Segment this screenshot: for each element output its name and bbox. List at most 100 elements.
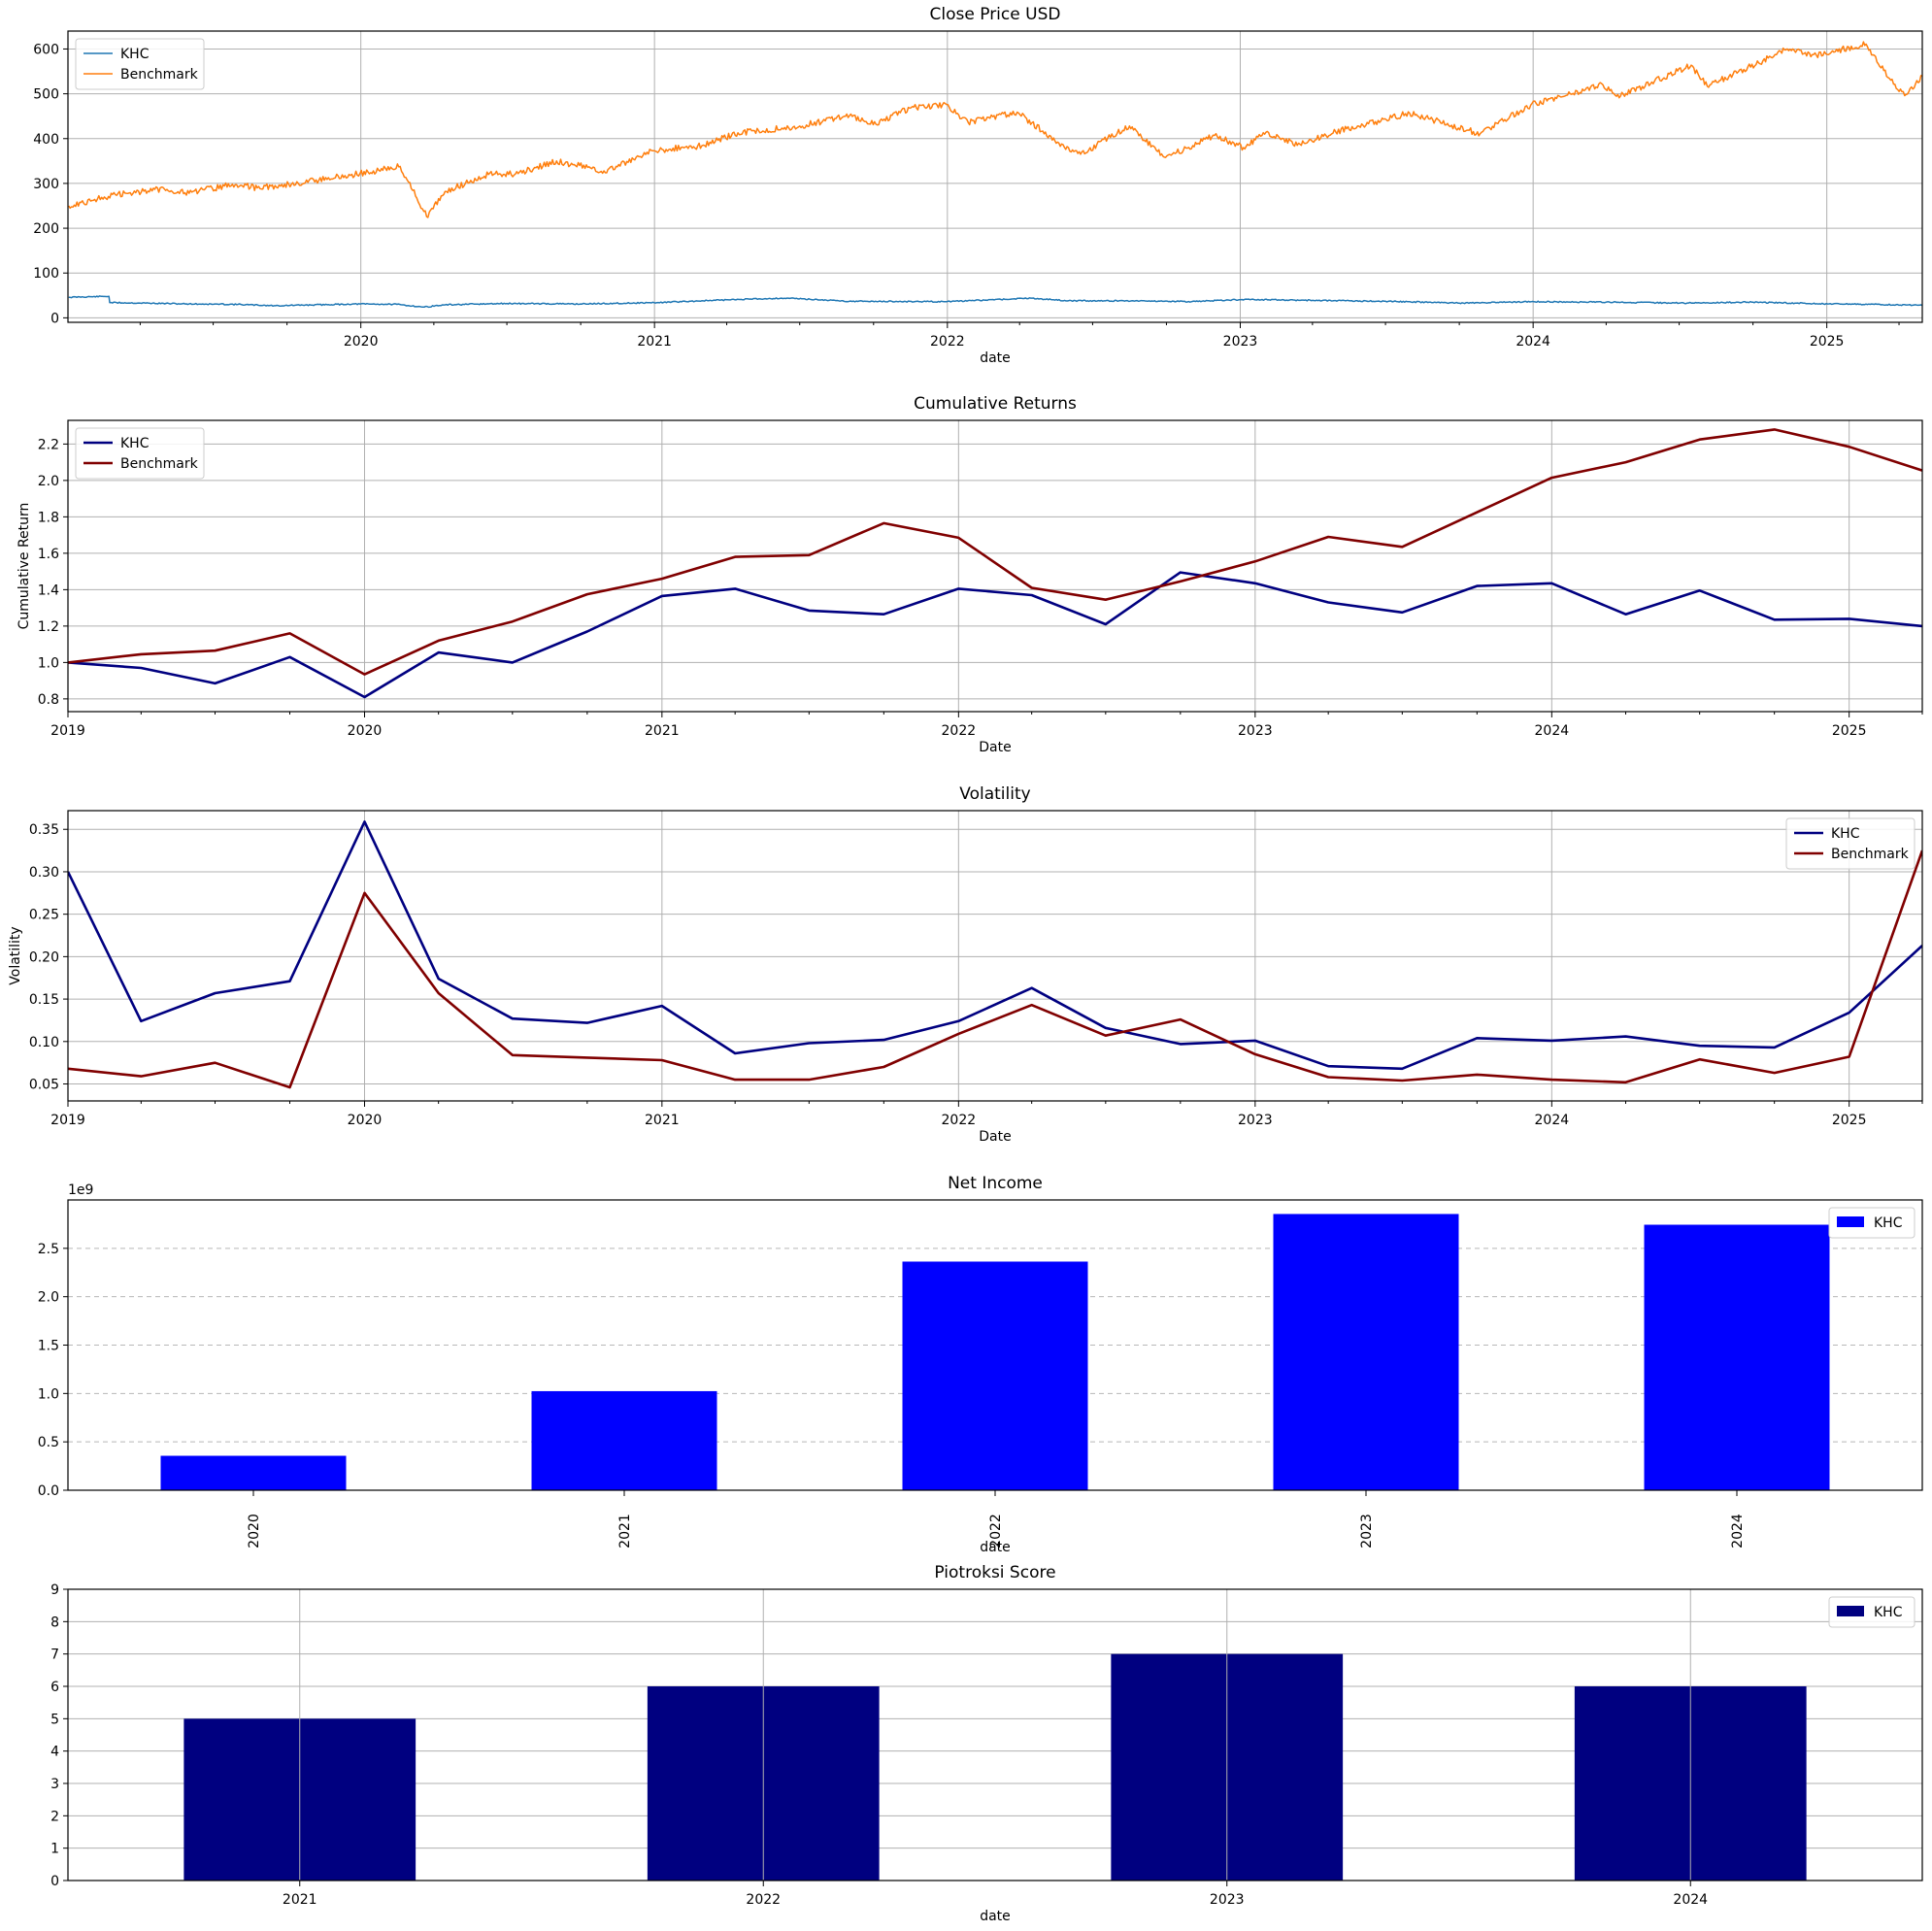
x-tick-label-0: 2021 [637,334,672,350]
bar-2024 [1644,1224,1830,1490]
legend-0 [75,38,205,90]
chart-title-3: Net Income [948,1174,1043,1193]
legend-entry-4: KHC [1874,1605,1903,1620]
y-axis-label-2: Volatility [8,926,23,984]
legend-entry-2: Benchmark [1831,847,1910,862]
y-tick-label-1: 1.2 [38,619,59,635]
y-tick-label-0: 100 [33,266,59,282]
y-tick-label-4: 0 [50,1874,59,1889]
y-tick-label-2: 0.10 [29,1035,59,1050]
x-tick-label-2: 2019 [50,1113,85,1128]
legend-swatch-4 [1837,1606,1864,1616]
y-tick-label-3: 1.0 [38,1386,59,1402]
legend-2 [1785,817,1915,870]
plot-frame-3 [67,1199,1923,1491]
x-tick-label-4: 2023 [1210,1892,1245,1908]
y-tick-label-0: 300 [33,177,59,192]
x-tick-label-1: 2021 [645,723,680,739]
y-tick-label-1: 1.8 [38,510,59,525]
x-tick-label-1: 2020 [348,723,383,739]
series-line-benchmark [68,849,1922,1089]
x-tick-label-1: 2024 [1535,723,1570,739]
y-tick-label-4: 1 [50,1842,59,1857]
x-tick-label-2: 2020 [348,1113,383,1128]
x-tick-label-2: 2023 [1238,1113,1273,1128]
y-tick-label-4: 3 [50,1777,59,1792]
x-tick-label-0: 2022 [930,334,965,350]
chart-title-0: Close Price USD [930,5,1061,24]
legend-entry-1: KHC [120,436,150,451]
x-tick-label-2: 2022 [942,1113,977,1128]
chart-panel-4: 0 1 2 3 4 5 6 7 8 9 2021 2022 2023 2024 Piotroksi Scor… [50,1563,1923,1924]
series-line-khc [68,571,1922,699]
bar-2023 [1273,1214,1459,1490]
y-tick-label-4: 9 [50,1582,59,1598]
legend-entry-2: KHC [1831,826,1860,842]
plot-frame-1 [67,419,1923,713]
y-tick-label-2: 0.15 [29,992,59,1008]
x-tick-label-4: 2022 [746,1892,781,1908]
x-tick-label-0: 2024 [1516,334,1550,350]
bar-2020 [160,1455,347,1490]
x-tick-label-1: 2022 [942,723,977,739]
y-tick-label-2: 0.35 [29,822,59,838]
chart-title-4: Piotroksi Score [934,1563,1055,1582]
series-line-benchmark [68,428,1922,676]
y-tick-label-0: 200 [33,221,59,237]
x-tick-label-0: 2025 [1810,334,1845,350]
chart-title-1: Cumulative Returns [914,394,1077,414]
chart-panel-3: 0.0 0.5 1.0 1.5 2.0 2.5 2020 2021 2022 2023 2024 1e… [38,1174,1923,1555]
series-line-benchmark [68,41,1922,218]
legend-entry-3: KHC [1874,1215,1903,1231]
x-axis-label-2: Date [979,1129,1011,1145]
legend-entry-1: Benchmark [120,456,199,472]
y-tick-label-4: 8 [50,1615,59,1630]
y-axis-label-1: Cumulative Return [17,503,32,630]
y-tick-label-3: 0.5 [38,1435,59,1450]
y-tick-label-3: 0.0 [38,1483,59,1499]
y-tick-label-1: 2.0 [38,474,59,489]
y-tick-label-2: 0.25 [29,908,59,923]
x-tick-label-1: 2023 [1238,723,1273,739]
y-tick-label-1: 1.0 [38,655,59,671]
x-axis-label-3: date [980,1540,1011,1555]
chart-panel-1: 2019 2020 2021 2022 2023 2024 2025 0.8 1.0 1.2 1.4… [17,394,1923,755]
legend-4 [1828,1596,1915,1628]
y-tick-label-2: 0.30 [29,865,59,881]
x-tick-label-3: 2023 [1359,1514,1375,1548]
x-tick-label-4: 2021 [283,1892,317,1908]
x-axis-label-4: date [980,1909,1011,1924]
y-tick-label-0: 500 [33,87,59,103]
legend-3 [1828,1207,1915,1239]
x-axis-label-0: date [980,350,1011,366]
series-line-khc [68,295,1922,309]
series-line-khc [68,820,1922,1071]
y-tick-label-1: 0.8 [38,692,59,708]
y-tick-label-3: 1.5 [38,1339,59,1354]
x-tick-label-0: 2023 [1223,334,1258,350]
chart-panel-0: 2020 2021 2022 2023 2024 2025 0 100 200 300 400 500… [33,5,1923,366]
x-tick-label-2: 2021 [645,1113,680,1128]
chart-title-2: Volatility [959,784,1030,804]
y-tick-label-2: 0.20 [29,949,59,965]
y-tick-label-4: 4 [50,1745,59,1760]
chart-panel-2: 2019 2020 2021 2022 2023 2024 2025 0.05 0.10 0.15… [8,784,1923,1145]
x-tick-label-3: 2020 [247,1514,262,1548]
y-tick-label-0: 600 [33,42,59,57]
y-offset-text: 1e9 [68,1182,93,1198]
y-tick-label-1: 2.2 [38,437,59,452]
x-tick-label-3: 2022 [988,1514,1004,1548]
x-tick-label-3: 2024 [1730,1514,1746,1548]
legend-swatch-3 [1837,1216,1864,1227]
bar-2022 [902,1261,1088,1490]
x-tick-label-0: 2020 [344,334,379,350]
y-tick-label-0: 0 [50,311,59,326]
plot-frame-2 [67,810,1923,1102]
y-tick-label-3: 2.0 [38,1290,59,1306]
y-tick-label-1: 1.6 [38,547,59,562]
legend-1 [75,427,205,480]
y-tick-label-2: 0.05 [29,1078,59,1093]
y-tick-label-1: 1.4 [38,583,59,598]
y-tick-label-4: 6 [50,1680,59,1695]
